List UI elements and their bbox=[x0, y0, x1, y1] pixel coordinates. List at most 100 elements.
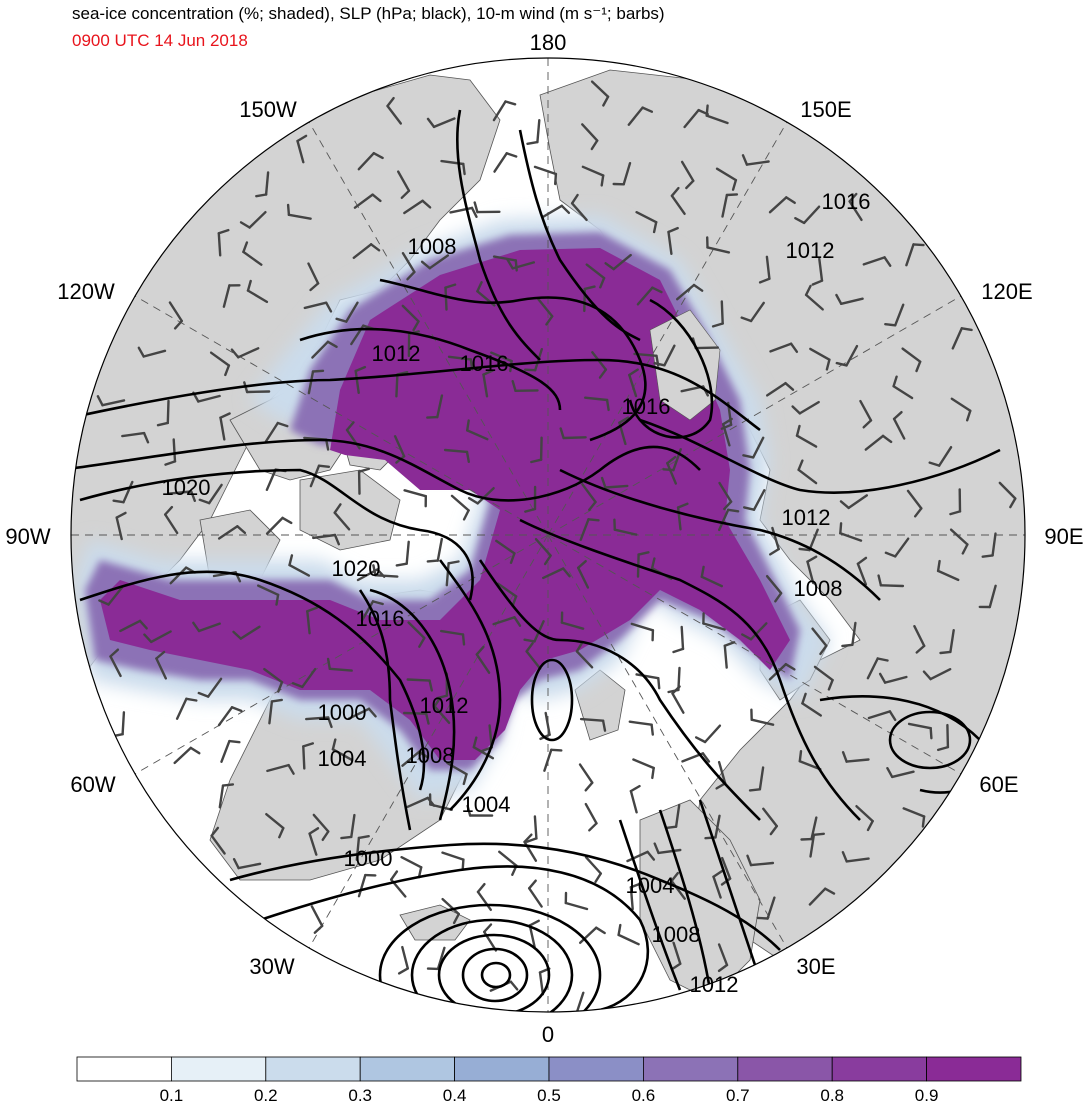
wind-barb-flag bbox=[291, 682, 304, 689]
wind-barb bbox=[441, 851, 465, 861]
wind-barb-flag bbox=[605, 398, 610, 412]
wind-barb-flag bbox=[741, 154, 749, 166]
wind-barb bbox=[581, 483, 597, 504]
wind-barb bbox=[946, 723, 950, 749]
wind-barb-flag bbox=[602, 95, 610, 107]
wind-barb-flag bbox=[433, 696, 442, 708]
wind-barb bbox=[862, 256, 886, 266]
wind-barb bbox=[217, 525, 239, 540]
wind-barb bbox=[406, 678, 431, 682]
wind-barb bbox=[222, 284, 231, 308]
wind-barb bbox=[207, 483, 223, 505]
wind-barb-flag bbox=[712, 869, 724, 878]
wind-barb-flag bbox=[584, 781, 594, 792]
wind-barb bbox=[307, 262, 320, 285]
wind-barb-flag bbox=[928, 461, 941, 467]
wind-barb-flag bbox=[922, 670, 932, 681]
wind-barb-flag bbox=[888, 710, 897, 722]
wind-barb bbox=[845, 857, 870, 863]
wind-barb-flag bbox=[848, 192, 858, 203]
wind-barb bbox=[307, 370, 315, 395]
wind-barb-flag bbox=[798, 750, 803, 763]
wind-barb-flag bbox=[372, 564, 377, 577]
colorbar-swatch bbox=[831, 1056, 928, 1082]
wind-barb bbox=[892, 417, 906, 440]
wind-barb-flag bbox=[929, 727, 933, 740]
wind-barb bbox=[795, 434, 818, 448]
wind-barb-flag bbox=[163, 505, 174, 516]
wind-barb bbox=[847, 494, 868, 510]
wind-barb bbox=[712, 875, 722, 899]
wind-barb bbox=[866, 657, 879, 680]
wind-barb bbox=[635, 673, 660, 680]
wind-barb-flag bbox=[461, 633, 466, 646]
isobar-label: 1008 bbox=[652, 922, 701, 947]
wind-barb bbox=[401, 945, 409, 970]
wind-barb-flag bbox=[878, 672, 887, 684]
wind-barb bbox=[683, 108, 700, 129]
wind-barb-flag bbox=[695, 736, 707, 744]
lon-label-90w: 90W bbox=[5, 524, 50, 549]
wind-barb-flag bbox=[333, 503, 342, 514]
wind-barb-flag bbox=[565, 1011, 578, 1012]
wind-barb-flag bbox=[142, 431, 150, 444]
wind-barb-flag bbox=[653, 362, 666, 367]
wind-barb bbox=[628, 720, 653, 726]
wind-barb bbox=[680, 625, 685, 651]
wind-barb-flag bbox=[530, 458, 543, 464]
wind-barb bbox=[913, 625, 926, 648]
wind-barb bbox=[804, 293, 824, 311]
wind-barb bbox=[496, 582, 518, 598]
wind-barb bbox=[357, 873, 367, 898]
wind-barb-flag bbox=[224, 364, 231, 377]
wind-barb-flag bbox=[255, 193, 268, 198]
wind-barb-flag bbox=[841, 851, 848, 863]
wind-barb-flag bbox=[819, 644, 828, 656]
wind-barb bbox=[840, 297, 864, 305]
wind-barb-flag bbox=[390, 870, 399, 881]
wind-barb bbox=[248, 210, 267, 229]
wind-barb-flag bbox=[513, 616, 522, 627]
wind-barb bbox=[217, 232, 222, 257]
wind-barb-flag bbox=[278, 826, 285, 839]
wind-barb-flag bbox=[798, 547, 811, 552]
wind-barb bbox=[353, 193, 374, 209]
wind-barb bbox=[287, 213, 312, 220]
wind-barb bbox=[901, 347, 922, 363]
wind-barb-flag bbox=[164, 460, 177, 466]
wind-barb-flag bbox=[784, 382, 795, 391]
colorbar-swatch bbox=[926, 1056, 1022, 1082]
wind-barb-flag bbox=[758, 277, 771, 284]
wind-barb-flag bbox=[421, 199, 432, 209]
wind-barb-flag bbox=[598, 368, 608, 379]
wind-barb-flag bbox=[629, 882, 642, 889]
wind-barb bbox=[536, 118, 541, 144]
wind-barb bbox=[109, 655, 122, 678]
wind-barb bbox=[302, 745, 306, 770]
wind-barb bbox=[721, 856, 732, 880]
wind-barb-flag bbox=[276, 421, 289, 428]
isobar-label: 1004 bbox=[626, 873, 675, 898]
wind-barb bbox=[570, 202, 588, 222]
wind-barb bbox=[879, 584, 905, 588]
wind-barb-flag bbox=[525, 837, 538, 843]
wind-barb-flag bbox=[426, 415, 439, 419]
wind-barb bbox=[705, 114, 729, 125]
wind-barb bbox=[575, 650, 594, 669]
isobar-label: 1012 bbox=[782, 505, 831, 530]
wind-barb-flag bbox=[939, 650, 952, 655]
wind-barb-flag bbox=[466, 804, 472, 817]
wind-barb bbox=[303, 301, 328, 310]
wind-barb bbox=[666, 462, 677, 485]
wind-barb bbox=[395, 373, 399, 398]
wind-barb-flag bbox=[670, 871, 679, 883]
wind-barb-flag bbox=[723, 641, 736, 647]
wind-barb-flag bbox=[692, 283, 704, 292]
wind-barb bbox=[197, 394, 221, 403]
wind-barbs bbox=[96, 80, 1017, 1012]
wind-barb bbox=[166, 399, 170, 425]
lon-label-150e: 150E bbox=[800, 97, 851, 122]
wind-barb-flag bbox=[794, 216, 806, 225]
wind-barb-flag bbox=[881, 434, 893, 444]
wind-barb bbox=[436, 946, 446, 971]
